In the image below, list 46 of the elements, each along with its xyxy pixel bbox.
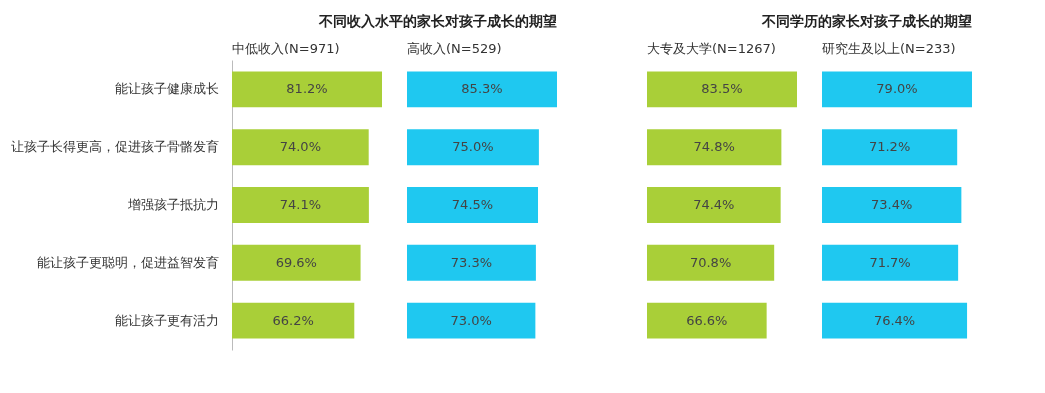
data-label: 75.0% [452, 139, 494, 155]
bar [647, 129, 782, 166]
series-label: 高收入(N=529) [407, 41, 502, 56]
bar [232, 71, 382, 108]
y-tick-label: 让孩子长得更高，促进孩子骨骼发育 [10, 139, 219, 155]
bar [232, 187, 369, 223]
data-label: 74.1% [279, 197, 322, 212]
y-tick-label: 能让孩子更有活力 [114, 312, 219, 328]
bar [647, 71, 797, 108]
bar [232, 244, 361, 281]
data-label: 69.6% [275, 254, 317, 270]
series-label: 中低收入(N=971) [232, 41, 340, 56]
data-label: 73.0% [450, 312, 492, 328]
data-label: 74.0% [279, 139, 322, 155]
bar [407, 244, 536, 281]
data-label: 73.3% [450, 254, 493, 270]
data-label: 85.3% [461, 81, 503, 97]
bar [647, 302, 767, 339]
bar [407, 129, 539, 166]
y-tick-label: 能让孩子更聪明，促进益智发育 [36, 254, 219, 270]
data-label: 76.4% [873, 312, 916, 328]
data-label: 73.4% [871, 197, 913, 212]
data-label: 71.7% [869, 254, 911, 270]
bar [407, 71, 557, 108]
data-label: 66.2% [272, 312, 314, 328]
data-label: 71.2% [868, 139, 911, 155]
bar [407, 302, 536, 339]
y-tick-label: 增强孩子抵抗力 [126, 197, 219, 212]
bar [232, 302, 355, 339]
bar [407, 187, 539, 223]
bar [647, 187, 781, 223]
text: 不同学历的家长对孩子成长的期望 [761, 13, 972, 29]
data-label: 74.4% [693, 197, 735, 212]
data-label: 74.5% [451, 197, 494, 212]
data-label: 83.5% [701, 81, 743, 97]
data-label: 81.2% [286, 81, 328, 97]
data-label: 79.0% [876, 81, 918, 97]
data-label: 70.8% [689, 254, 732, 270]
data-label: 74.8% [693, 139, 735, 155]
series-label: 研究生及以上(N=233) [822, 41, 956, 56]
bar [232, 129, 369, 166]
series-label: 大专及大学(N=1267) [647, 41, 776, 56]
y-tick-label: 能让孩子健康成长 [114, 81, 219, 97]
bar [647, 244, 775, 281]
text: 不同收入水平的家长对孩子成长的期望 [318, 13, 557, 29]
data-label: 66.6% [686, 312, 728, 328]
